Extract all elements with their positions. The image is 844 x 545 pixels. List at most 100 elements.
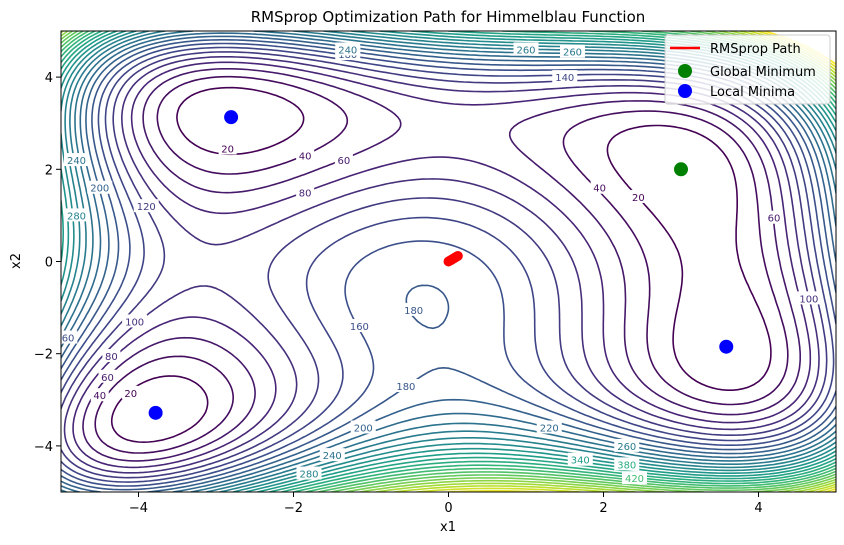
contour-label-bg bbox=[796, 291, 822, 305]
contour-label-bg bbox=[567, 452, 593, 466]
contour-label: 180 bbox=[396, 382, 415, 393]
contour-label: 160 bbox=[350, 322, 369, 333]
contour-label-bg bbox=[334, 153, 353, 167]
y-tick-label: 4 bbox=[45, 71, 53, 86]
contour-label: 180 bbox=[404, 306, 423, 317]
contour-label: 20 bbox=[632, 193, 645, 204]
x-tick-label: −2 bbox=[284, 501, 303, 516]
contour-label-bg bbox=[629, 189, 648, 203]
contour-label-bg bbox=[614, 438, 640, 452]
contour-label-bg bbox=[614, 457, 640, 471]
series-layer bbox=[148, 110, 734, 420]
contour-label-bg bbox=[536, 420, 562, 434]
contour-label: 60 bbox=[338, 156, 351, 167]
contour-label: 40 bbox=[93, 391, 106, 402]
contour-label-bg bbox=[102, 349, 121, 363]
x-axis-label: x1 bbox=[440, 520, 456, 535]
local-minimum-point bbox=[224, 110, 239, 125]
contour-label: 140 bbox=[555, 73, 574, 84]
contour-label-bg bbox=[122, 314, 148, 328]
x-tick-label: 2 bbox=[599, 501, 607, 516]
contour-label-bg bbox=[401, 302, 427, 316]
contour-label: 340 bbox=[571, 456, 590, 467]
contour-label-bg bbox=[513, 42, 539, 56]
legend-rmsprop-label: RMSprop Path bbox=[710, 42, 801, 57]
contour-line-20 bbox=[110, 86, 772, 443]
contour-label: 180 bbox=[338, 50, 357, 61]
contour-label-bg bbox=[90, 388, 109, 402]
x-tick-label: 4 bbox=[754, 501, 762, 516]
contour-label: 240 bbox=[67, 156, 86, 167]
contour-line-40 bbox=[94, 75, 789, 454]
contour-label-bg bbox=[121, 385, 140, 399]
contour-label: 260 bbox=[617, 442, 636, 453]
contour-label-bg bbox=[552, 70, 578, 84]
contour-label: 20 bbox=[221, 145, 234, 156]
contour-label-bg bbox=[765, 210, 783, 224]
y-axis-label: x2 bbox=[9, 253, 24, 269]
contour-label: 260 bbox=[516, 45, 535, 56]
contour-label-bg bbox=[296, 466, 322, 480]
contour-label: 220 bbox=[540, 423, 559, 434]
contour-line-60 bbox=[82, 68, 801, 462]
contour-line-200 bbox=[61, 35, 836, 492]
contour-label-bg bbox=[98, 369, 117, 383]
legend-local-marker bbox=[678, 84, 692, 98]
contour-label: 420 bbox=[625, 474, 644, 485]
legend-local-label: Local Minima bbox=[710, 85, 795, 100]
contour-label: 100 bbox=[125, 317, 144, 328]
contour-label: 120 bbox=[137, 202, 156, 213]
contour-label: 100 bbox=[799, 294, 818, 305]
contour-label-bg bbox=[296, 185, 315, 199]
y-tick-label: −4 bbox=[34, 440, 53, 455]
contour-label-bg bbox=[590, 180, 609, 194]
contour-label: 380 bbox=[617, 460, 636, 471]
contour-label-bg bbox=[64, 153, 89, 167]
y-tick-label: −2 bbox=[34, 348, 53, 363]
contour-label: 160 bbox=[55, 334, 74, 345]
chart-title: RMSprop Optimization Path for Himmelblau… bbox=[251, 8, 646, 26]
legend-global-marker bbox=[678, 64, 692, 78]
contour-label-bg bbox=[61, 330, 78, 344]
contour-label-bg bbox=[350, 420, 376, 434]
legend-box bbox=[664, 34, 831, 105]
x-axis: −4 −2 0 2 4 bbox=[129, 492, 763, 516]
local-minimum-point bbox=[148, 405, 163, 420]
contour-label: 40 bbox=[299, 151, 312, 162]
contour-line-140 bbox=[61, 46, 835, 483]
contour-label: 200 bbox=[90, 184, 109, 195]
contour-line-80 bbox=[72, 61, 812, 469]
global-minimum-point bbox=[674, 162, 688, 177]
contour-label-bg bbox=[133, 199, 159, 213]
legend-global-label: Global Minimum bbox=[710, 65, 816, 80]
contour-label-bg bbox=[393, 378, 419, 392]
contour-label: 40 bbox=[593, 184, 606, 195]
y-tick-label: 0 bbox=[45, 256, 53, 271]
contour-label: 80 bbox=[299, 188, 312, 199]
legend: RMSprop Path Global Minimum Local Minima bbox=[664, 34, 831, 105]
contour-label: 200 bbox=[354, 423, 373, 434]
y-tick-label: 2 bbox=[45, 163, 53, 178]
x-tick-label: −4 bbox=[129, 501, 148, 516]
contour-line-220 bbox=[61, 32, 836, 492]
contour-label: 240 bbox=[323, 451, 342, 462]
contour-label-layer: 20 40 60 80 120 180 140 40 20 60 100 160 100 80 60 40 20… bbox=[55, 42, 822, 485]
contour-label: 240 bbox=[338, 45, 357, 56]
contour-label: 280 bbox=[299, 470, 318, 481]
contour-label: 60 bbox=[768, 214, 781, 225]
y-axis: −4 −2 0 2 4 bbox=[34, 71, 61, 455]
rmsprop-path-point bbox=[452, 250, 463, 261]
contour-label-bg bbox=[87, 180, 113, 194]
contour-label: 280 bbox=[67, 211, 86, 222]
contour-label-bg bbox=[319, 448, 345, 462]
contour-label-bg bbox=[64, 208, 89, 222]
contour-label-bg bbox=[296, 148, 315, 162]
local-minimum-point bbox=[719, 339, 734, 354]
contour-label: 260 bbox=[563, 48, 582, 59]
contour-label-bg bbox=[560, 44, 585, 58]
contour-label-bg bbox=[346, 319, 372, 333]
contour-label-bg bbox=[622, 471, 647, 485]
contour-label-bg bbox=[335, 42, 361, 56]
x-tick-label: 0 bbox=[444, 501, 452, 516]
